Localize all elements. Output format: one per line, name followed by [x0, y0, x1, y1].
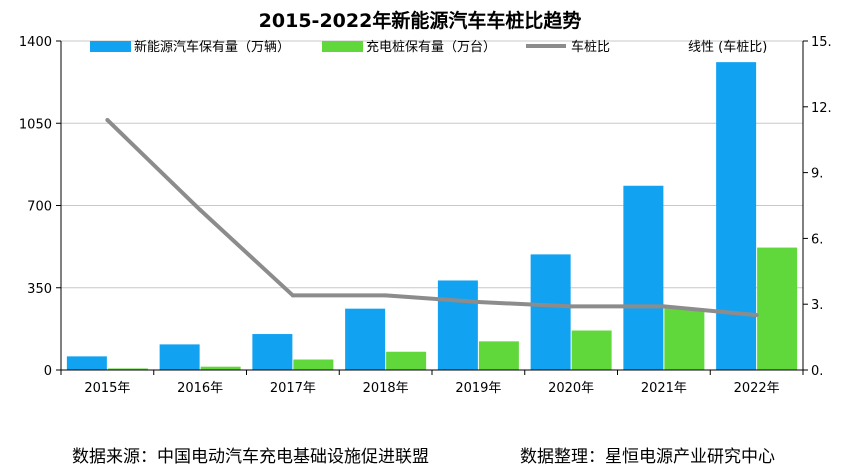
bars — [66, 62, 798, 371]
bar-charger — [200, 366, 241, 370]
right-axis-tick-label: 12. — [811, 101, 832, 116]
bar-ev — [716, 62, 757, 371]
left-axis-tick-label: 0 — [44, 364, 52, 379]
ratio-point — [290, 293, 295, 298]
legend: 新能源汽车保有量（万辆） 充电桩保有量（万台） 车桩比 线性 (车桩比) — [90, 39, 767, 55]
right-axis-tick-label: 3. — [811, 298, 823, 313]
right-axis-tick-label: 0. — [811, 364, 823, 379]
bar-ev — [252, 334, 293, 370]
gridlines — [61, 40, 803, 289]
ratio-point — [476, 300, 481, 305]
bar-charger — [107, 368, 148, 370]
x-axis-tick-label: 2015年 — [84, 381, 130, 396]
legend-label-trendline: 线性 (车桩比) — [688, 39, 767, 55]
left-axis-tick-label: 700 — [27, 200, 52, 215]
chart-title: 2015-2022年新能源汽车车桩比趋势 — [259, 9, 582, 32]
x-axis-tick-label: 2020年 — [548, 381, 594, 396]
left-axis-tick-label: 350 — [27, 282, 52, 297]
bar-ev — [530, 254, 571, 370]
bar-charger — [293, 359, 334, 370]
right-axis-tick-label: 15. — [811, 35, 832, 50]
bar-charger — [757, 247, 798, 370]
x-axis-tick-label: 2016年 — [177, 381, 223, 396]
bar-ev — [159, 344, 200, 370]
bar-charger — [571, 330, 612, 370]
footer-organizer: 数据整理：星恒电源产业研究中心 — [520, 447, 775, 467]
bar-ev — [437, 280, 478, 370]
right-axis-tick-label: 9. — [811, 167, 823, 182]
ratio-point — [383, 293, 388, 298]
footer-source: 数据来源：中国电动汽车充电基础设施促进联盟 — [72, 447, 429, 467]
legend-swatch-charger — [322, 41, 363, 52]
x-axis-tick-label: 2021年 — [641, 381, 687, 396]
legend-label-ratio: 车桩比 — [571, 39, 610, 55]
right-axis-tick-label: 6. — [811, 232, 823, 247]
bar-charger — [478, 341, 519, 370]
axes — [56, 40, 808, 375]
left-axis-tick-label: 1050 — [19, 117, 52, 132]
ratio-line — [105, 118, 757, 318]
x-axis-tick-label: 2018年 — [363, 381, 409, 396]
bar-ev — [345, 308, 386, 370]
legend-label-ev: 新能源汽车保有量（万辆） — [134, 39, 290, 55]
ratio-point — [754, 313, 759, 318]
legend-label-charger: 充电桩保有量（万台） — [366, 39, 496, 55]
bar-ev — [66, 356, 107, 370]
legend-swatch-ev — [90, 41, 131, 52]
tick-labels: 0 350 700 1050 1400 0. 3. 6. 9. 12. 15. 2015年 2016年 2… — [19, 35, 832, 396]
ratio-point — [569, 304, 574, 309]
x-axis-tick-label: 2017年 — [270, 381, 316, 396]
ratio-point — [105, 117, 110, 122]
ratio-point — [198, 207, 203, 212]
bar-charger — [664, 308, 705, 370]
x-axis-tick-label: 2019年 — [455, 381, 501, 396]
x-axis-tick-label: 2022年 — [734, 381, 780, 396]
bar-charger — [386, 351, 427, 370]
ratio-point — [661, 304, 666, 309]
ratio-line-series — [105, 117, 759, 318]
left-axis-tick-label: 1400 — [19, 35, 52, 50]
bar-ev — [623, 185, 664, 370]
